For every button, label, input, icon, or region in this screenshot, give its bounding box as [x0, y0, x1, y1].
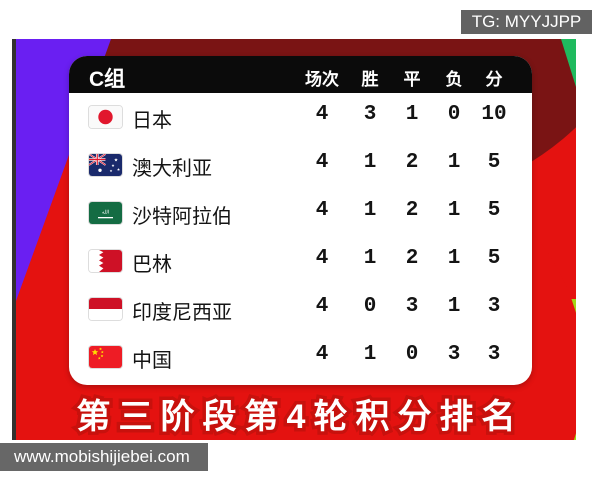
svg-text:الله: الله	[101, 210, 108, 216]
